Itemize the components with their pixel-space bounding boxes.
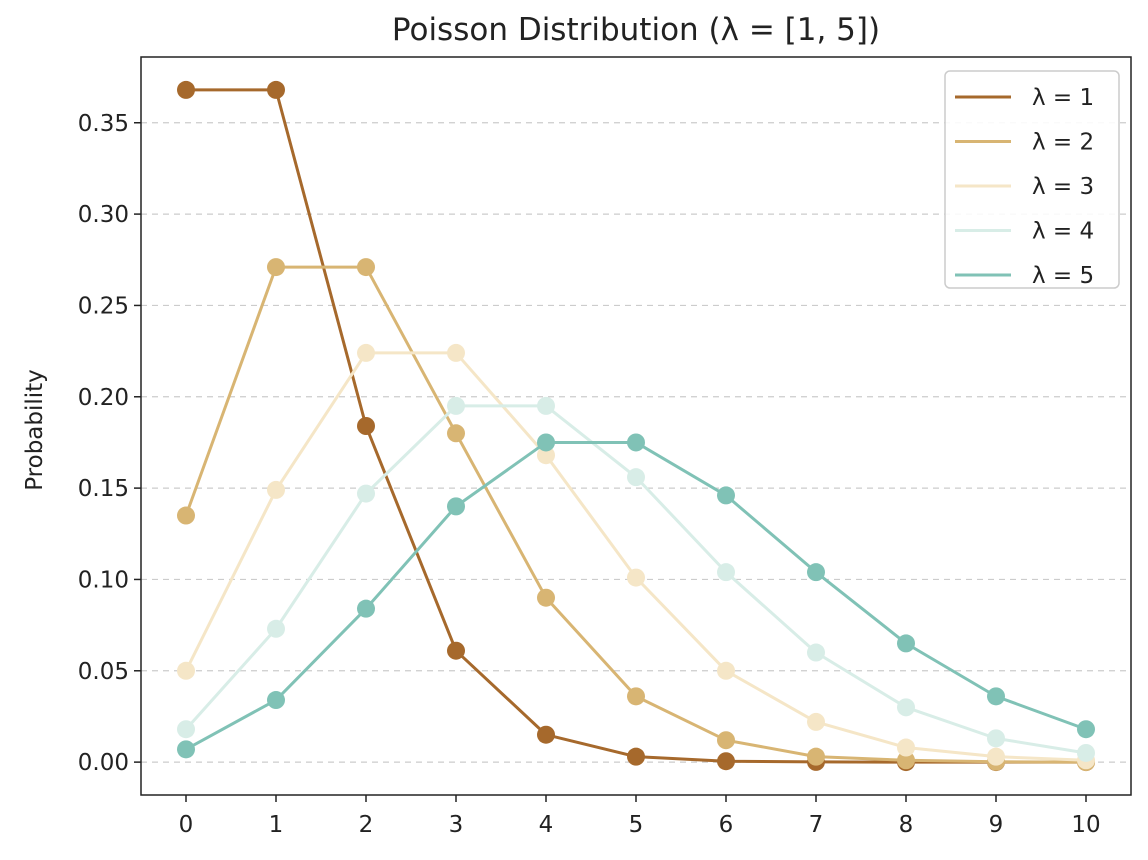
series-4-point-0: [177, 720, 195, 739]
y-tick-label-4: 0.20: [78, 385, 129, 411]
x-tick-label-6: 6: [719, 812, 734, 838]
series-3: [177, 343, 1095, 770]
chart-title: Poisson Distribution (λ = [1, 5]): [392, 12, 880, 48]
series-5-point-8: [897, 634, 915, 653]
x-tick-label-4: 4: [539, 812, 554, 838]
series-4-point-2: [357, 484, 375, 503]
series-4-point-9: [987, 729, 1005, 748]
series-3-point-4: [537, 446, 555, 465]
x-tick-label-10: 10: [1071, 812, 1100, 838]
series-2-point-7: [807, 747, 825, 766]
series-4-point-3: [447, 396, 465, 415]
series-3-point-8: [897, 738, 915, 757]
axis-ticks: 0.00 0.05 0.10 0.15 0.20 0.25 0.30 0.35 0 1 2 3 4 5 6 7…: [78, 111, 1101, 838]
legend-label-1: λ = 1: [1032, 85, 1094, 111]
series-4: [177, 396, 1095, 762]
series-2-point-6: [717, 731, 735, 750]
x-tick-label-5: 5: [629, 812, 644, 838]
series-3-point-9: [987, 747, 1005, 766]
series-5-point-7: [807, 563, 825, 582]
series-5-point-9: [987, 687, 1005, 706]
series-3-point-1: [267, 480, 285, 499]
series-5-point-3: [447, 497, 465, 516]
series-4-point-10: [1077, 743, 1095, 762]
x-tick-label-7: 7: [809, 812, 824, 838]
series-2-point-3: [447, 424, 465, 443]
series-5-point-1: [267, 691, 285, 710]
series-1-point-0: [177, 80, 195, 99]
x-tick-label-0: 0: [179, 812, 194, 838]
series-3-point-2: [357, 343, 375, 362]
x-tick-label-8: 8: [899, 812, 914, 838]
series-1-point-4: [537, 725, 555, 744]
series-1-point-1: [267, 80, 285, 99]
y-axis-label: Probability: [22, 369, 48, 491]
legend-label-3: λ = 3: [1032, 174, 1094, 200]
series-2-point-0: [177, 506, 195, 525]
series-5: [177, 433, 1095, 759]
y-tick-label-5: 0.25: [78, 293, 129, 319]
y-tick-label-7: 0.35: [78, 111, 129, 137]
series-lines: [177, 80, 1095, 772]
series-2-point-5: [627, 687, 645, 706]
legend-label-4: λ = 4: [1032, 219, 1094, 245]
legend: λ = 1 λ = 2 λ = 3 λ = 4 λ = 5: [944, 70, 1120, 289]
y-tick-label-1: 0.05: [78, 659, 129, 685]
legend-label-2: λ = 2: [1032, 130, 1094, 156]
series-5-point-2: [357, 599, 375, 618]
series-3-point-3: [447, 343, 465, 362]
series-5-point-0: [177, 740, 195, 759]
x-tick-label-1: 1: [269, 812, 284, 838]
series-1-point-3: [447, 641, 465, 660]
series-5-point-5: [627, 433, 645, 452]
series-5-point-4: [537, 433, 555, 452]
series-3-point-0: [177, 661, 195, 680]
y-tick-label-3: 0.15: [78, 476, 129, 502]
series-4-point-6: [717, 563, 735, 582]
series-3-point-7: [807, 712, 825, 731]
series-2-point-8: [897, 751, 915, 770]
series-4-point-4: [537, 396, 555, 415]
x-tick-label-2: 2: [359, 812, 374, 838]
series-2-point-1: [267, 258, 285, 277]
y-tick-label-2: 0.10: [78, 567, 129, 593]
series-5-point-10: [1077, 720, 1095, 739]
series-4-point-7: [807, 643, 825, 662]
series-2-point-4: [537, 588, 555, 607]
y-tick-label-6: 0.30: [78, 202, 129, 228]
series-3-point-6: [717, 661, 735, 680]
series-2-point-2: [357, 258, 375, 277]
x-tick-label-3: 3: [449, 812, 464, 838]
series-4-point-8: [897, 698, 915, 717]
x-tick-label-9: 9: [989, 812, 1004, 838]
series-1-point-2: [357, 417, 375, 435]
series-2: [177, 258, 1095, 772]
series-1-point-6: [717, 752, 735, 771]
series-5-point-6: [717, 486, 735, 505]
legend-frame: [944, 70, 1120, 289]
legend-label-5: λ = 5: [1032, 263, 1094, 289]
series-1-point-5: [627, 747, 645, 766]
series-3-point-5: [627, 568, 645, 587]
series-4-point-5: [627, 468, 645, 487]
y-tick-label-0: 0.00: [78, 750, 129, 776]
series-4-point-1: [267, 619, 285, 638]
